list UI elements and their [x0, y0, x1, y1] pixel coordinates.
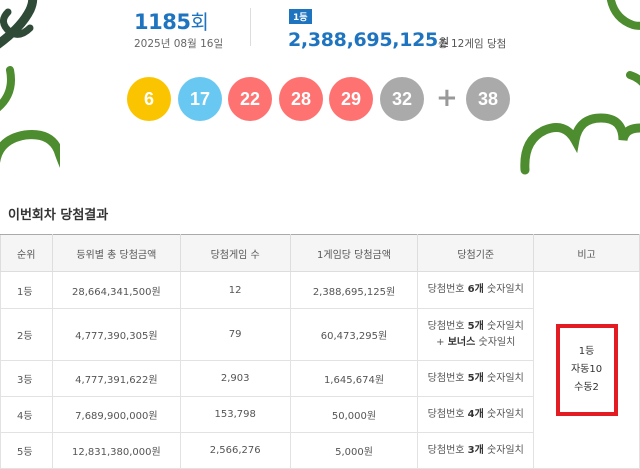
col-header-rank: 순위 [0, 234, 53, 272]
plus-icon: + [436, 83, 458, 113]
cell-total: 7,689,900,000원 [51, 396, 181, 433]
col-header-count: 당첨게임 수 [179, 234, 291, 272]
winning-ball: 28 [279, 77, 323, 121]
cell-criteria: 당첨번호 3개 숫자일치 [417, 432, 535, 469]
col-header-total: 등위별 총 당첨금액 [51, 234, 181, 272]
table-row: 2등 4,777,390,305원 79 60,473,295원 당첨번호 5개… [0, 308, 640, 361]
cell-total: 12,831,380,000원 [51, 432, 181, 469]
cell-criteria: 당첨번호 6개 숫자일치 [417, 271, 535, 309]
remark-line: 수동2 [574, 382, 599, 393]
winning-ball: 32 [380, 77, 424, 121]
winning-ball: 22 [228, 77, 272, 121]
remark-highlight: 1등 자동10 수동2 [555, 324, 618, 416]
table-row: 3등 4,777,391,622원 2,903 1,645,674원 당첨번호 … [0, 360, 640, 397]
cell-total: 4,777,391,622원 [51, 360, 181, 397]
cell-criteria: 당첨번호 5개 숫자일치 [417, 360, 535, 397]
cell-per-game: 1,645,674원 [289, 360, 419, 397]
col-header-criteria: 당첨기준 [417, 234, 535, 272]
round-number: 1185회 [134, 10, 209, 34]
results-table: 순위 등위별 총 당첨금액 당첨게임 수 1게임당 당첨금액 당첨기준 비고 1… [0, 234, 640, 469]
cell-per-game: 5,000원 [289, 432, 419, 469]
draw-date: 2025년 08월 16일 [134, 38, 224, 50]
winning-ball: 29 [329, 77, 373, 121]
cell-rank: 3등 [0, 360, 53, 397]
cell-rank: 5등 [0, 432, 53, 469]
cell-rank: 2등 [0, 308, 53, 361]
table-row: 5등 12,831,380,000원 2,566,276 5,000원 당첨번호… [0, 432, 640, 469]
col-header-remark: 비고 [533, 234, 640, 272]
cell-count: 2,566,276 [179, 432, 291, 469]
winning-ball: 17 [178, 77, 222, 121]
cell-count: 79 [179, 308, 291, 361]
cell-per-game: 60,473,295원 [289, 308, 419, 361]
decoration-right-icon [520, 0, 640, 175]
col-header-per-game: 1게임당 당첨금액 [289, 234, 419, 272]
table-row: 1등 28,664,341,500원 12 2,388,695,125원 당첨번… [0, 271, 640, 469]
first-prize-winners: 총 12게임 당첨 [438, 38, 507, 50]
remark-line: 1등 [578, 346, 595, 357]
cell-criteria: 당첨번호 4개 숫자일치 [417, 396, 535, 433]
cell-per-game: 2,388,695,125원 [289, 271, 419, 309]
cell-per-game: 50,000원 [289, 396, 419, 433]
cell-total: 4,777,390,305원 [51, 308, 181, 361]
cell-remark: 1등 자동10 수동2 [533, 271, 640, 469]
decoration-left-icon [0, 0, 60, 168]
cell-rank: 1등 [0, 271, 53, 309]
table-header-row: 순위 등위별 총 당첨금액 당첨게임 수 1게임당 당첨금액 당첨기준 비고 [0, 234, 640, 272]
bonus-ball: 38 [466, 77, 510, 121]
section-title: 이번회차 당첨결과 [8, 208, 109, 223]
first-prize-badge: 1등 [289, 9, 312, 24]
cell-count: 2,903 [179, 360, 291, 397]
cell-count: 153,798 [179, 396, 291, 433]
cell-criteria: 당첨번호 5개 숫자일치 + 보너스 숫자일치 [417, 308, 535, 361]
winning-ball: 6 [127, 77, 171, 121]
cell-count: 12 [179, 271, 291, 309]
table-row: 4등 7,689,900,000원 153,798 50,000원 당첨번호 4… [0, 396, 640, 433]
cell-total: 28,664,341,500원 [51, 271, 181, 309]
first-prize-amount: 2,388,695,125원 [288, 29, 449, 51]
remark-line: 자동10 [570, 364, 603, 375]
cell-rank: 4등 [0, 396, 53, 433]
divider [250, 8, 251, 46]
draw-summary: 1185회 2025년 08월 16일 1등 2,388,695,125원 총 … [0, 0, 640, 180]
